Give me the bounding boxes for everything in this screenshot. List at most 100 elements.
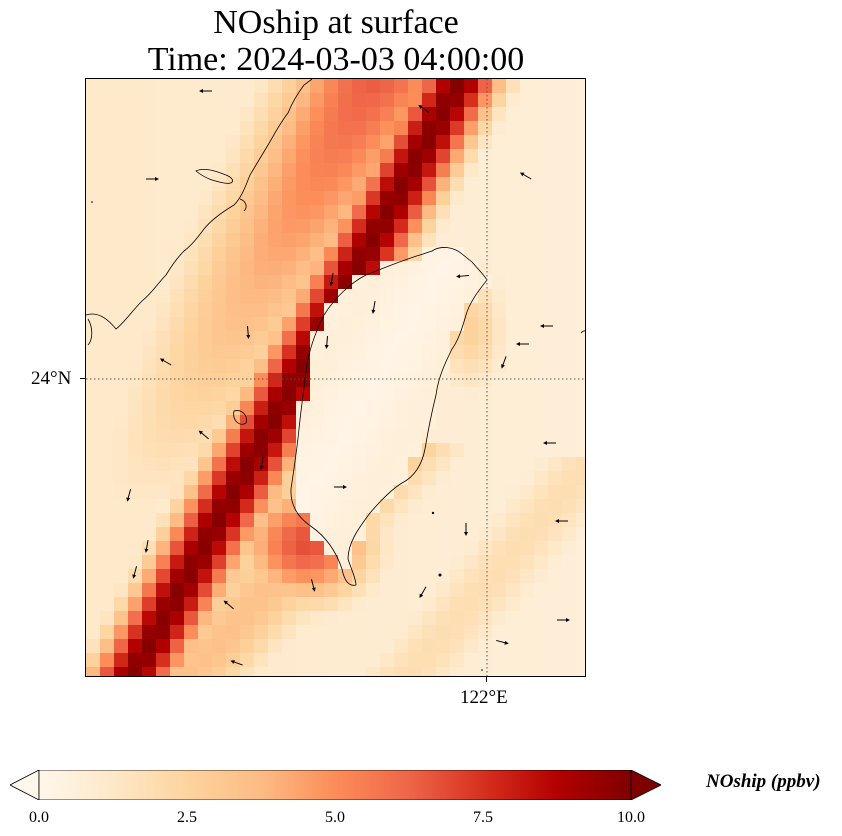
field-cell (184, 275, 199, 290)
field-cell (492, 79, 507, 94)
field-cell (408, 527, 423, 542)
field-cell (100, 541, 115, 556)
field-cell (338, 219, 353, 234)
field-cell (86, 611, 101, 626)
field-cell (128, 639, 143, 654)
field-cell (394, 583, 409, 598)
field-cell (338, 373, 353, 388)
field-cell (184, 177, 199, 192)
field-cell (576, 219, 585, 234)
field-cell (534, 527, 549, 542)
field-cell (366, 317, 381, 332)
field-cell (100, 569, 115, 584)
field-cell (562, 163, 577, 178)
field-cell (114, 331, 129, 346)
field-cell (576, 555, 585, 570)
field-cell (548, 667, 563, 676)
field-cell (226, 373, 241, 388)
field-cell (156, 625, 171, 640)
field-cell (226, 135, 241, 150)
field-cell (212, 597, 227, 612)
wind-arrow (557, 618, 570, 622)
field-cell (338, 387, 353, 402)
field-cell (576, 303, 585, 318)
field-cell (212, 415, 227, 430)
field-cell (338, 667, 353, 676)
field-cell (576, 247, 585, 262)
field-cell (240, 457, 255, 472)
field-cell (408, 149, 423, 164)
field-cell (436, 135, 451, 150)
field-cell (240, 429, 255, 444)
field-cell (450, 317, 465, 332)
field-cell (436, 275, 451, 290)
field-cell (184, 205, 199, 220)
field-cell (100, 513, 115, 528)
field-cell (156, 261, 171, 276)
field-cell (492, 177, 507, 192)
field-cell (562, 569, 577, 584)
field-cell (548, 555, 563, 570)
field-cell (198, 93, 213, 108)
field-cell (492, 289, 507, 304)
field-cell (324, 135, 339, 150)
wind-vectors (126, 89, 570, 666)
field-cell (184, 219, 199, 234)
field-cell (576, 527, 585, 542)
field-cell (142, 359, 157, 374)
field-cell (170, 373, 185, 388)
field-cell (282, 79, 297, 94)
field-cell (366, 261, 381, 276)
field-cell (576, 345, 585, 360)
field-cell (296, 611, 311, 626)
field-cell (422, 527, 437, 542)
field-cell (562, 387, 577, 402)
field-cell (422, 233, 437, 248)
field-cell (240, 205, 255, 220)
field-cell (352, 541, 367, 556)
field-cell (380, 177, 395, 192)
field-cell (226, 177, 241, 192)
field-cell (226, 121, 241, 136)
field-cell (156, 401, 171, 416)
field-cell (86, 471, 101, 486)
field-cell (338, 471, 353, 486)
field-cell (100, 555, 115, 570)
field-cell (114, 135, 129, 150)
field-cell (520, 583, 535, 598)
field-cell (282, 527, 297, 542)
field-cell (520, 527, 535, 542)
field-cell (506, 569, 521, 584)
field-cell (492, 121, 507, 136)
field-cell (394, 289, 409, 304)
field-cell (478, 191, 493, 206)
field-cell (254, 303, 269, 318)
field-cell (408, 415, 423, 430)
field-cell (268, 261, 283, 276)
field-cell (128, 345, 143, 360)
field-cell (548, 653, 563, 668)
field-cell (170, 163, 185, 178)
field-cell (478, 541, 493, 556)
field-cell (212, 303, 227, 318)
field-cell (198, 401, 213, 416)
field-cell (86, 219, 101, 234)
field-cell (562, 317, 577, 332)
field-cell (296, 415, 311, 430)
field-cell (352, 205, 367, 220)
field-cell (100, 149, 115, 164)
field-cell (114, 163, 129, 178)
field-cell (534, 289, 549, 304)
field-cell (394, 527, 409, 542)
field-cell (534, 401, 549, 416)
field-cell (296, 541, 311, 556)
field-cell (170, 429, 185, 444)
field-cell (464, 135, 479, 150)
field-cell (506, 373, 521, 388)
field-cell (226, 107, 241, 122)
field-cell (156, 499, 171, 514)
field-cell (366, 555, 381, 570)
field-cell (492, 247, 507, 262)
field-cell (394, 135, 409, 150)
field-cell (170, 625, 185, 640)
